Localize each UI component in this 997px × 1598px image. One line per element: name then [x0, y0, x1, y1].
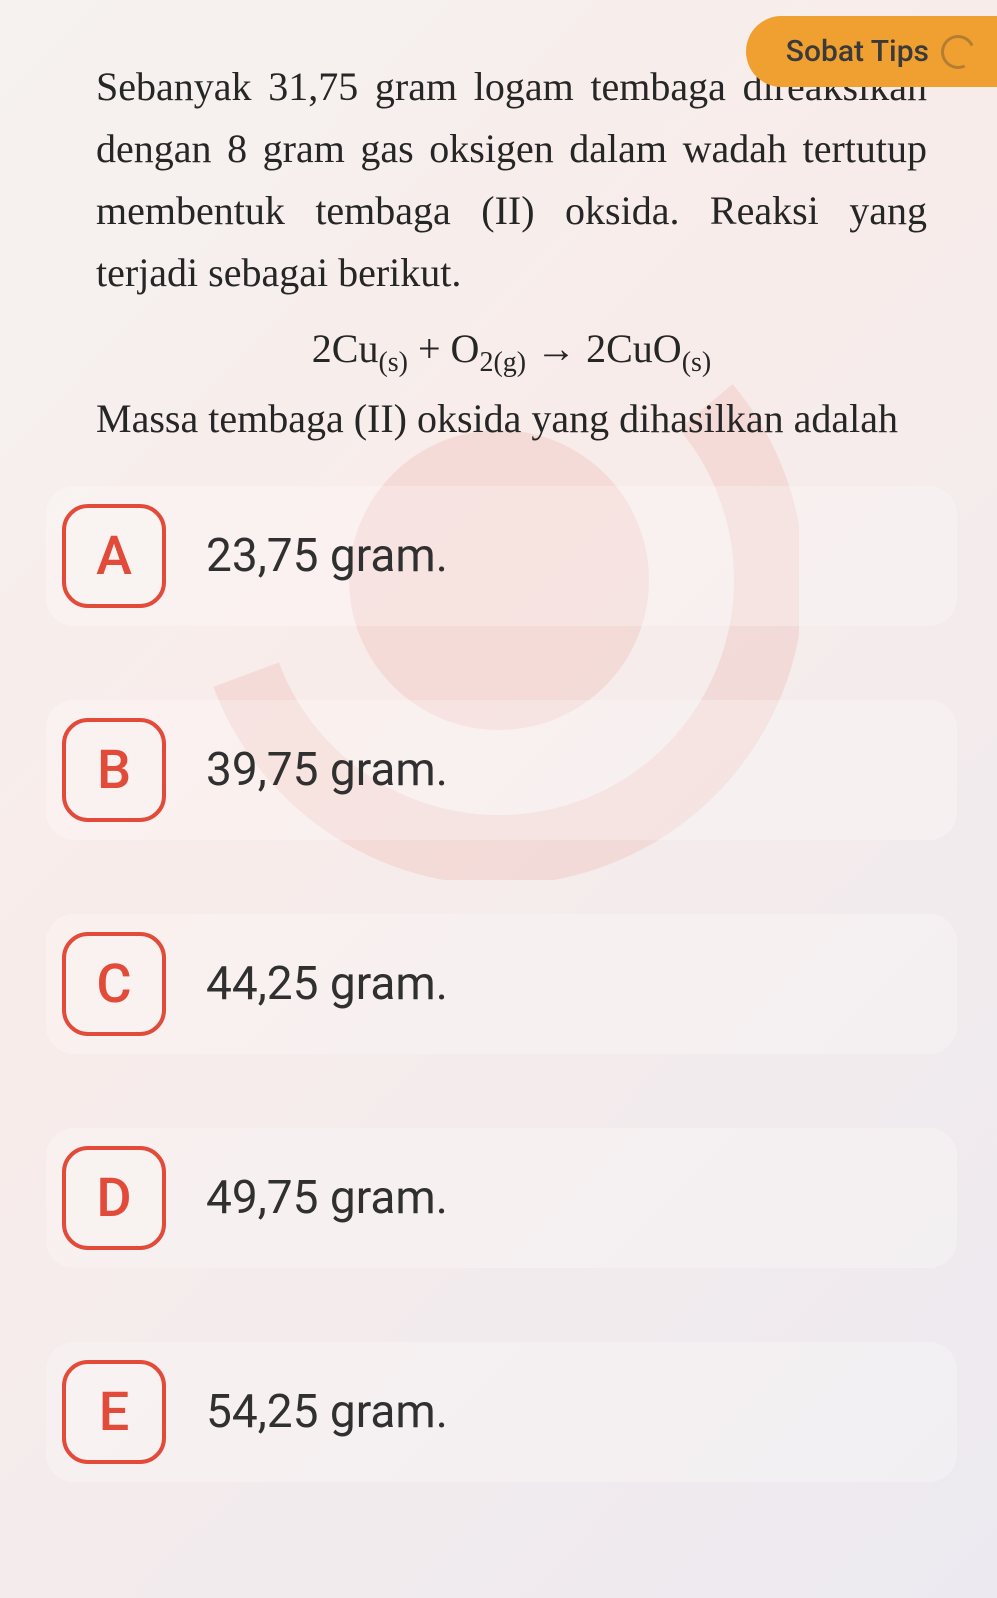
option-d[interactable]: D 49,75 gram.	[46, 1128, 957, 1268]
option-letter: E	[62, 1360, 166, 1464]
option-letter: D	[62, 1146, 166, 1250]
question-paragraph-1: Sebanyak 31,75 gram logam tembaga direak…	[96, 56, 927, 304]
option-text: 44,25 gram.	[206, 957, 448, 1011]
reaction-equation: 2Cu(s) + O2(g) → 2CuO(s)	[96, 318, 927, 384]
option-b[interactable]: B 39,75 gram.	[46, 700, 957, 840]
question-paragraph-2: Massa tembaga (II) oksida yang dihasilka…	[96, 388, 927, 450]
answer-options: A 23,75 gram. B 39,75 gram. C 44,25 gram…	[0, 450, 997, 1482]
option-e[interactable]: E 54,25 gram.	[46, 1342, 957, 1482]
badge-label: Sobat Tips	[786, 34, 929, 69]
option-a[interactable]: A 23,75 gram.	[46, 486, 957, 626]
option-c[interactable]: C 44,25 gram.	[46, 914, 957, 1054]
sobat-tips-badge[interactable]: Sobat Tips	[746, 16, 997, 87]
tips-icon	[936, 30, 980, 74]
option-letter: A	[62, 504, 166, 608]
option-text: 39,75 gram.	[206, 743, 448, 797]
option-letter: B	[62, 718, 166, 822]
option-text: 54,25 gram.	[206, 1385, 448, 1439]
option-letter: C	[62, 932, 166, 1036]
option-text: 23,75 gram.	[206, 529, 448, 583]
option-text: 49,75 gram.	[206, 1171, 448, 1225]
